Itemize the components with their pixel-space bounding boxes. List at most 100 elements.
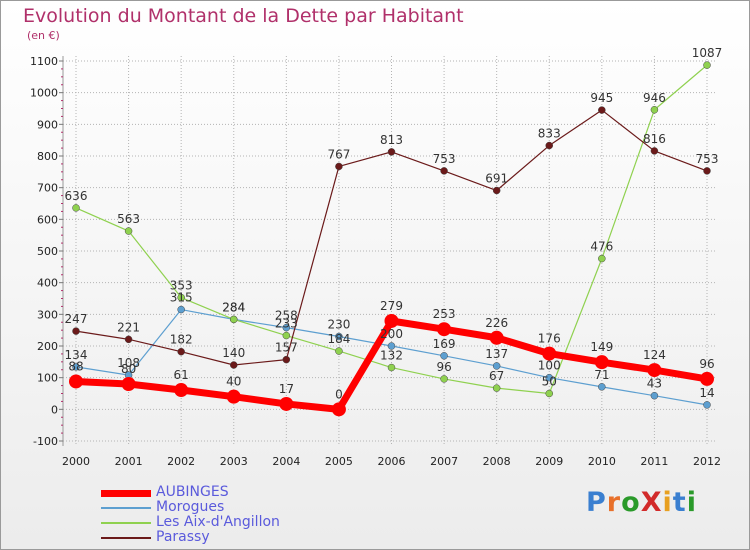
data-label: 946 (643, 91, 666, 105)
y-tick-label: 200 (37, 340, 58, 353)
x-tick-label: 2009 (535, 455, 563, 468)
data-label: 0 (335, 387, 343, 401)
proxiti-logo: ProXiti (586, 487, 697, 518)
data-label: 230 (327, 318, 350, 332)
x-tick-label: 2011 (640, 455, 668, 468)
data-label: 753 (696, 152, 719, 166)
data-label: 636 (65, 189, 88, 203)
data-label: 1087 (692, 46, 723, 60)
x-tick-label: 2012 (693, 455, 721, 468)
data-point (282, 323, 291, 332)
y-tick-label: 600 (37, 213, 58, 226)
data-point (650, 147, 659, 155)
data-label: 233 (275, 317, 298, 331)
data-label: 221 (117, 320, 140, 334)
data-point (647, 363, 662, 378)
data-label: 132 (380, 349, 403, 363)
data-point (384, 313, 399, 328)
data-label: 80 (121, 362, 136, 376)
data-label: 182 (170, 333, 193, 347)
chart-subtitle: (en €) (27, 29, 60, 42)
x-tick-label: 2002 (167, 455, 195, 468)
data-label: 96 (699, 357, 714, 371)
legend-swatch (101, 522, 151, 524)
data-point (230, 315, 238, 324)
data-point (598, 106, 606, 114)
data-label: 169 (433, 337, 456, 351)
x-tick-label: 2001 (115, 455, 143, 468)
data-point (387, 342, 396, 350)
data-label: 200 (380, 327, 403, 341)
x-tick-label: 2004 (272, 455, 300, 468)
data-label: 284 (222, 300, 245, 314)
x-tick-label: 2000 (62, 455, 90, 468)
data-point (545, 373, 553, 382)
data-label: 17 (279, 382, 294, 396)
data-point (437, 322, 452, 337)
data-point (492, 362, 501, 370)
data-label: 124 (643, 348, 666, 362)
y-tick-label: 800 (37, 150, 58, 163)
data-point (387, 148, 396, 156)
data-point (121, 377, 136, 391)
x-tick-label: 2010 (588, 455, 616, 468)
data-point (335, 162, 343, 171)
data-point (650, 391, 659, 400)
data-label: 71 (594, 368, 609, 382)
legend-swatch (101, 537, 151, 539)
data-point (282, 355, 291, 364)
data-label: 315 (170, 291, 193, 305)
y-tick-label: 0 (51, 403, 58, 416)
data-point (279, 396, 294, 411)
data-label: 67 (489, 369, 504, 383)
data-label: 563 (117, 212, 140, 226)
data-point (72, 363, 80, 371)
data-point (387, 363, 396, 372)
data-point (124, 227, 133, 235)
y-tick-label: 300 (37, 308, 58, 321)
data-point (69, 374, 83, 389)
chart-title: Evolution du Montant de la Dette par Hab… (23, 5, 464, 27)
data-label: 134 (65, 348, 88, 362)
y-tick-label: 900 (37, 118, 58, 131)
data-label: 184 (327, 332, 350, 346)
data-point (72, 327, 80, 335)
data-point (177, 293, 185, 302)
y-tick-label: 700 (37, 182, 58, 195)
data-label: 137 (485, 347, 508, 361)
data-label: 61 (174, 368, 189, 382)
legend-swatch (101, 507, 151, 509)
legend-label: Parassy (156, 529, 210, 545)
data-label: 813 (380, 133, 403, 147)
data-label: 945 (590, 91, 613, 105)
data-point (174, 383, 189, 398)
data-point (703, 61, 711, 69)
data-point (177, 347, 185, 356)
data-label: 14 (699, 386, 714, 400)
data-label: 753 (433, 152, 456, 166)
data-label: 176 (538, 332, 561, 346)
data-point (124, 335, 133, 344)
data-point (492, 384, 501, 392)
data-point (700, 371, 714, 386)
y-tick-label: 1000 (30, 87, 58, 100)
legend-swatch (101, 489, 151, 497)
data-label: 476 (590, 240, 613, 254)
data-point (489, 330, 504, 345)
data-point (72, 204, 80, 212)
data-point (650, 106, 659, 114)
x-tick-label: 2007 (430, 455, 458, 468)
y-tick-label: 400 (37, 277, 58, 290)
data-point (440, 375, 448, 383)
data-point (230, 361, 238, 369)
data-point (545, 141, 553, 150)
x-tick-label: 2003 (220, 455, 248, 468)
data-label: 816 (643, 132, 666, 146)
y-tick-label: 100 (37, 372, 58, 385)
y-tick-label: -100 (33, 435, 58, 448)
data-label: 140 (222, 346, 245, 360)
data-point (177, 305, 185, 314)
data-label: 833 (538, 127, 561, 141)
data-point (598, 383, 606, 391)
